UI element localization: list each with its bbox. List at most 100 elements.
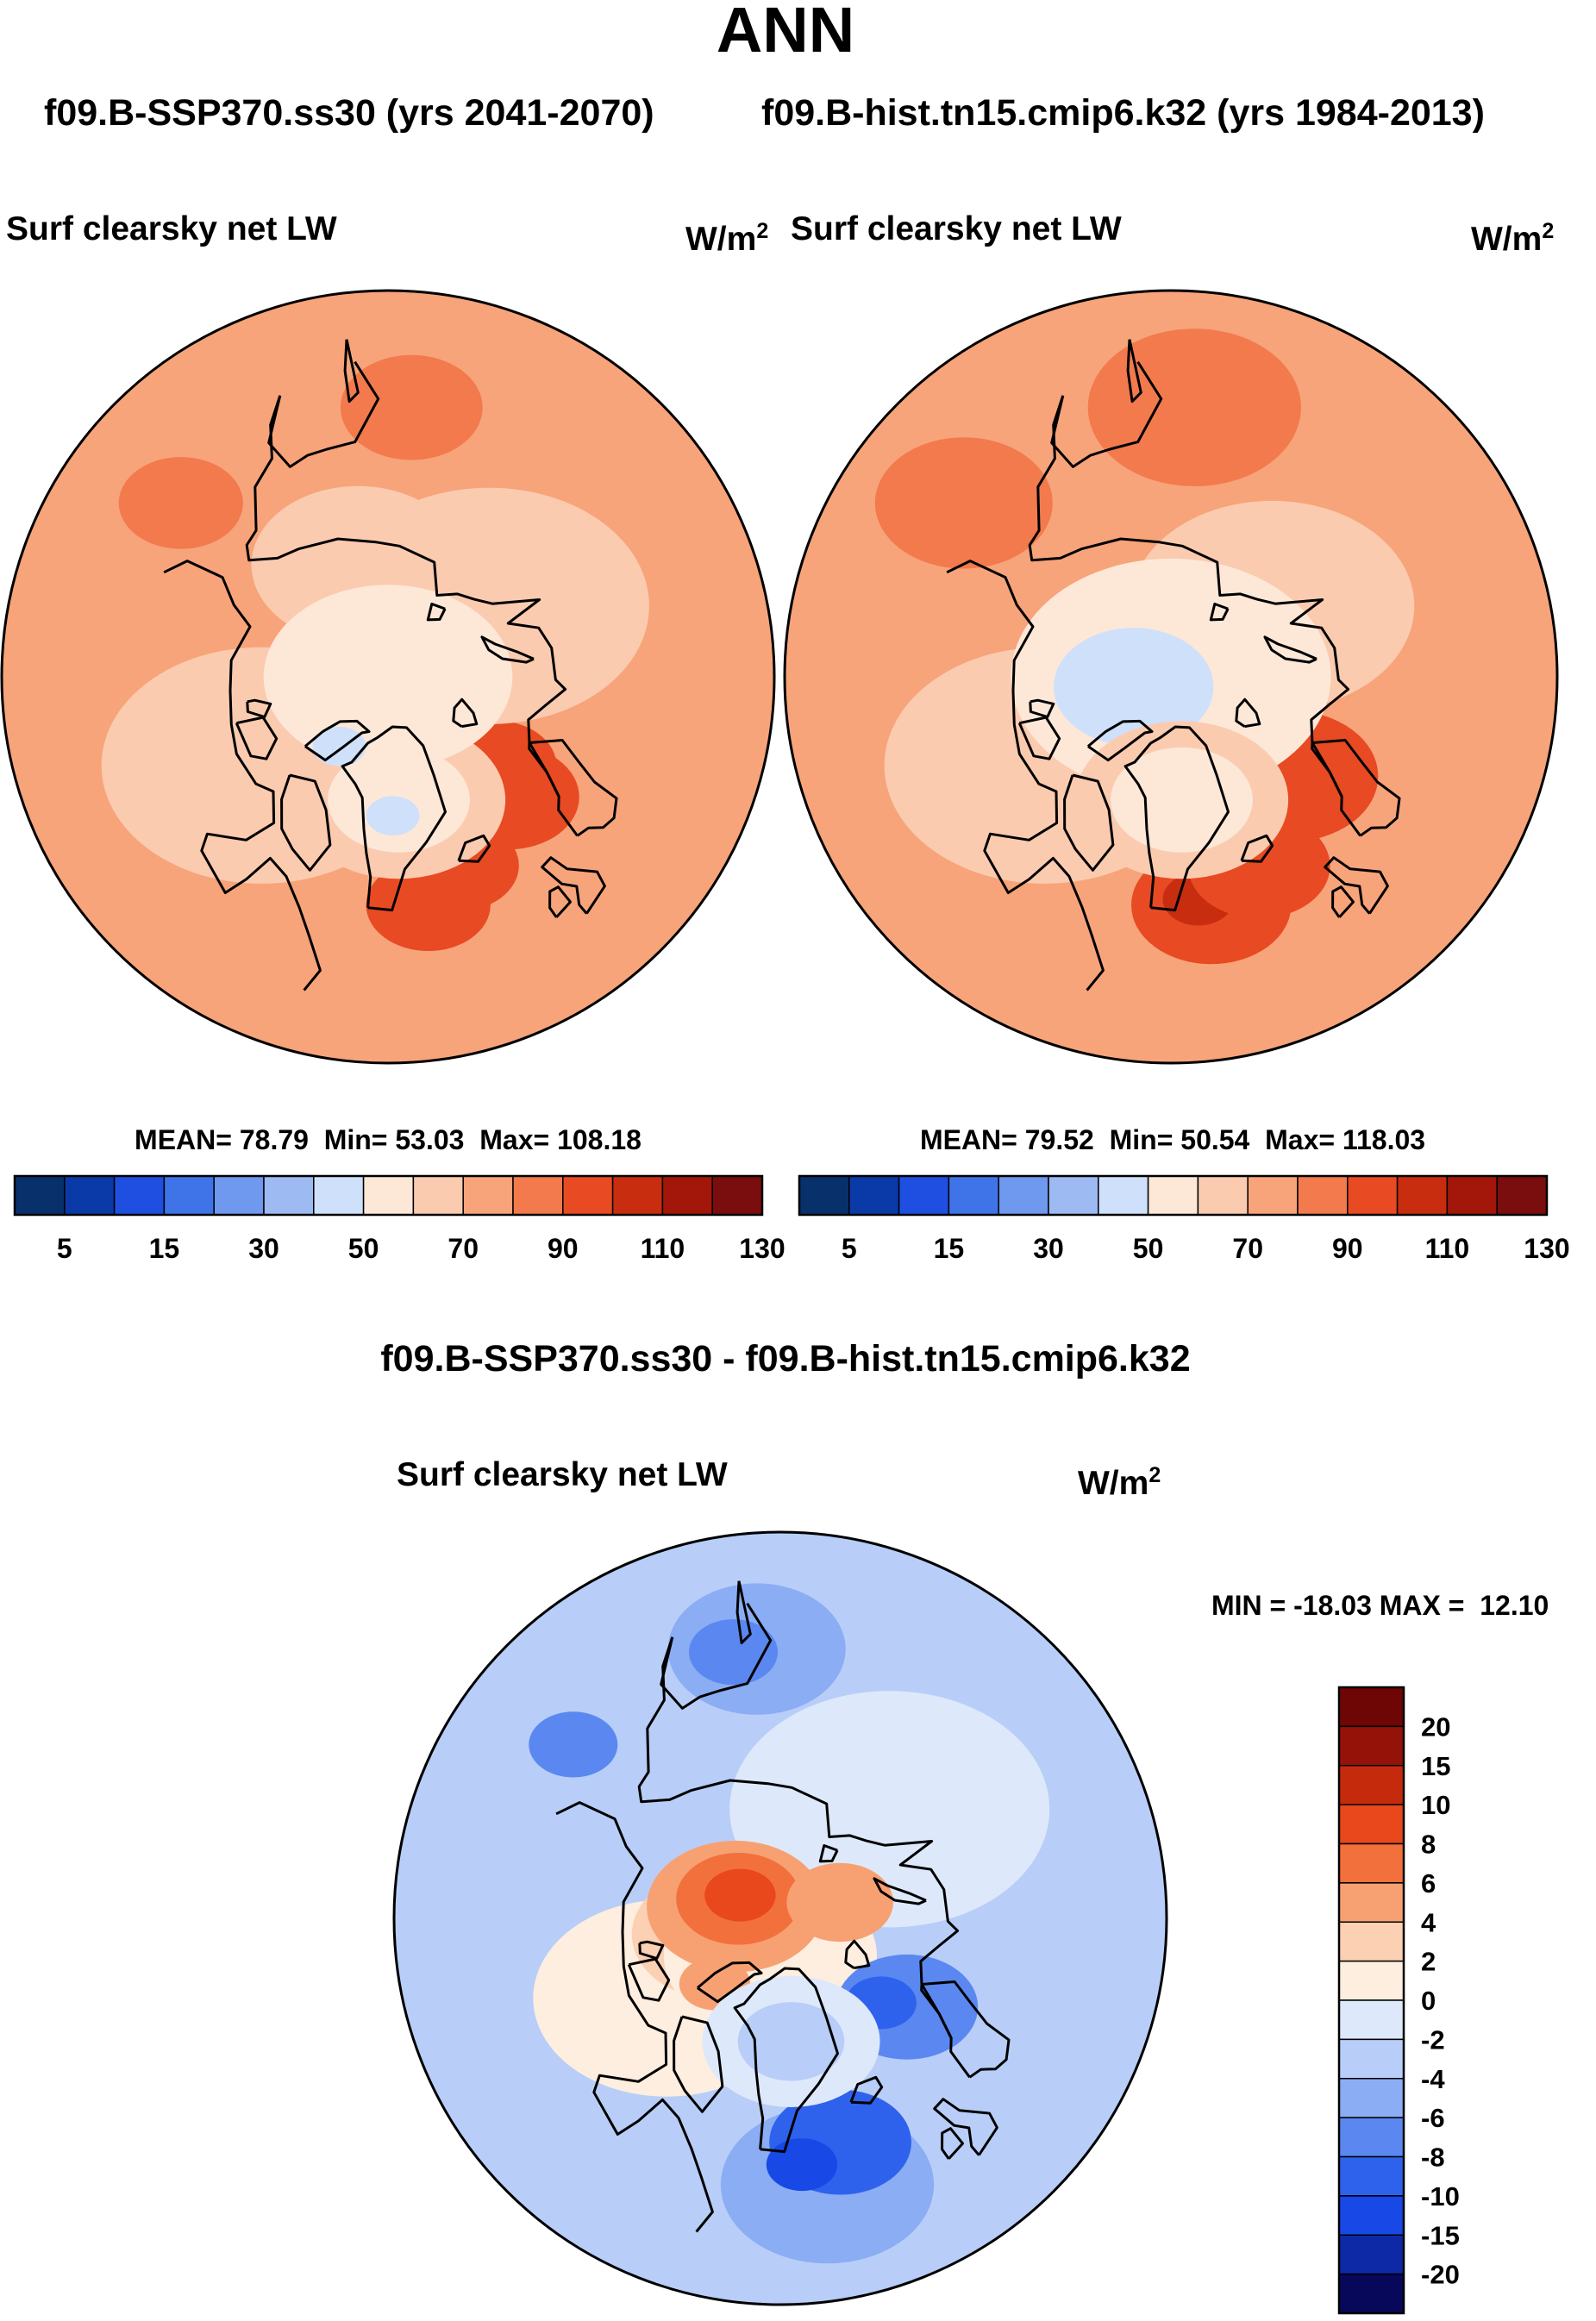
field-region [366,796,420,835]
coastline [548,885,572,918]
colorbar-tick-label: 110 [1425,1233,1470,1264]
coastline [1331,885,1355,918]
panel-difference-title: Surf clearsky net LW [397,1456,728,1493]
colorbar-swatch [512,1175,564,1216]
colorbar-swatch [1338,2155,1405,2197]
panel-test-title: Surf clearsky net LW [6,210,337,247]
coastline [1029,698,1055,718]
colorbar-tick-label: 30 [1033,1233,1064,1264]
field-region [1054,628,1214,747]
coastline [638,1940,665,1960]
colorbar-swatch [263,1175,315,1216]
colorbar-tick-label: 15 [149,1233,180,1264]
field-region [340,354,483,460]
colorbar-tick-label: 90 [548,1233,579,1264]
colorbar-tick-label: -2 [1421,2024,1445,2055]
colorbar-tick-label: -20 [1421,2260,1460,2290]
colorbar-tick-label: 30 [248,1233,279,1264]
colorbar-swatch [113,1175,166,1216]
stats-test: MEAN= 78.79 Min= 53.03 Max= 108.18 [135,1124,642,1155]
colorbar-tick-label: 50 [348,1233,379,1264]
coastline [280,773,332,872]
colorbar-swatch [1338,2038,1405,2080]
coastline [733,1967,839,2154]
colorbar-swatch [1048,1175,1099,1216]
coastline [849,2075,884,2105]
colorbar-tick-label: 4 [1421,1907,1436,1937]
map-boundary [783,289,1559,1065]
map-boundary [392,1530,1168,2306]
colorbar-swatch [1338,2195,1405,2237]
colorbar-swatch [362,1175,415,1216]
map-difference [392,1530,1168,2306]
colorbar-swatch [1338,1804,1405,1845]
colorbar-test: 5 15 30 50 70 90 110 130 [13,1174,785,1264]
coastline [637,1636,960,2039]
map-test [0,289,776,1065]
colorbar-swatch [1247,1175,1299,1216]
colorbar-control: 5 15 30 50 70 90 110 130 [798,1174,1570,1264]
coastline [1209,603,1230,622]
colorbar-tick-label: 8 [1421,1830,1436,1860]
field-region [786,1862,893,1943]
colorbar-swatch [998,1175,1049,1216]
colorbar-tick-label: 90 [1332,1233,1363,1264]
coastline [673,2015,724,2113]
coastline [1028,395,1350,798]
colorbar-swatch [661,1175,713,1216]
colorbar-swatch [1338,1999,1405,2041]
coastline [1050,360,1163,468]
coastline [933,2098,998,2156]
colorbar-tick-label: 5 [57,1233,72,1264]
coastline [844,1939,871,1970]
field-region [874,437,1053,569]
colorbar-tick-label: 20 [1421,1711,1450,1742]
colorbar-tick-label: 130 [1524,1233,1569,1264]
colorbar-swatch [1338,1686,1405,1728]
map-field [785,291,1557,1063]
coastline [1324,856,1389,915]
figure-title: ANN [717,0,854,66]
coastline [245,395,567,798]
colorbar-swatch [1098,1175,1149,1216]
colorbar-tick-label: 10 [1421,1790,1450,1820]
panel-control: Surf clearsky net LW W/m2 MEAN= 79.52 Mi… [783,210,1570,1264]
coastline [246,698,272,718]
colorbar-swatch [1338,2273,1405,2314]
colorbar-tick-label: 15 [1421,1751,1450,1781]
colorbar-swatch [711,1175,763,1216]
field-region [118,457,243,549]
colorbar-swatch [313,1175,365,1216]
colorbar-swatch [213,1175,265,1216]
colorbar-swatch [611,1175,664,1216]
coastline [457,834,491,863]
colorbar-tick-label: -8 [1421,2143,1445,2173]
coastline [304,719,371,762]
coastline [343,339,360,404]
difference-min-max: MIN = -18.03 MAX = 12.10 [1211,1590,1549,1621]
difference-title: f09.B-SSP370.ss30 - f09.B-hist.tn15.cmip… [380,1338,1190,1379]
colorbar-tick-label: 2 [1421,1947,1436,1977]
colorbar-swatch [462,1175,514,1216]
field-region [704,1868,776,1922]
coastline [818,1844,839,1863]
coastline [480,635,535,664]
colorbar-swatch [1396,1175,1449,1216]
coastline [555,1801,714,2233]
colorbar-swatch [412,1175,464,1216]
stats-control: MEAN= 79.52 Min= 50.54 Max= 118.03 [920,1124,1425,1155]
panel-control-units: W/m2 [1471,219,1554,258]
colorbar-swatch [163,1175,215,1216]
colorbar-tick-label: -4 [1421,2064,1445,2094]
colorbar-tick-label: 110 [641,1233,685,1264]
colorbar-swatch [1338,1842,1405,1884]
coastline [1240,834,1274,863]
colorbar-frame [13,1174,764,1217]
colorbar-swatch [1338,1765,1405,1805]
coastline [1235,698,1261,729]
coastline [1017,716,1061,760]
coastline [873,1877,927,1905]
field-region [529,1711,618,1778]
colorbar-swatch [1496,1175,1548,1216]
